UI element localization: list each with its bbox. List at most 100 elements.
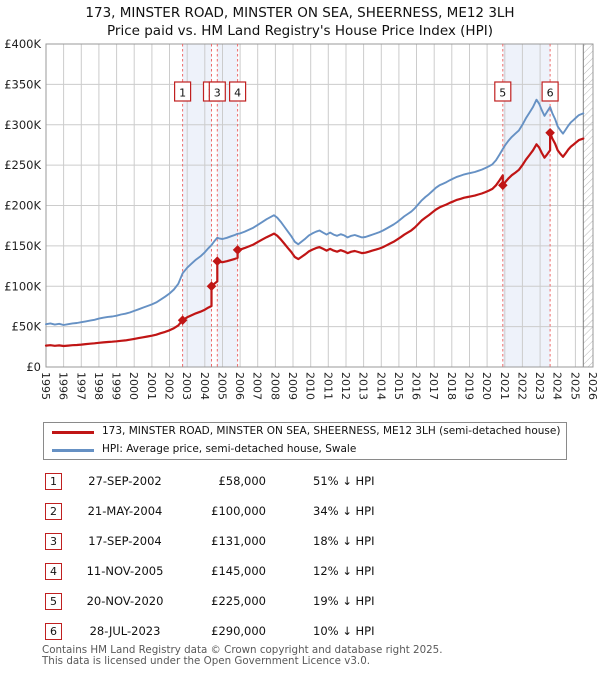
sale-label-box (494, 81, 512, 102)
plot-border (45, 43, 594, 368)
svg-text:2024: 2024 (551, 372, 564, 400)
svg-text:£200K: £200K (4, 199, 41, 213)
sale-row: 5 20-NOV-2020 £225,000 19% ↓ HPI (0, 593, 600, 613)
sale-number-badge: 2 (45, 503, 62, 520)
sale-date: 27-SEP-2002 (88, 474, 162, 488)
svg-text:2016: 2016 (410, 372, 423, 400)
footer-line-2: This data is licensed under the Open Gov… (42, 655, 371, 667)
hpi-line-swatch (52, 449, 94, 452)
svg-text:2017: 2017 (427, 372, 440, 400)
sale-hpi-diff: 18% ↓ HPI (313, 534, 375, 548)
legend-label-price: 173, MINSTER ROAD, MINSTER ON SEA, SHEER… (102, 425, 561, 437)
svg-text:2019: 2019 (463, 372, 476, 400)
sale-row: 6 28-JUL-2023 £290,000 10% ↓ HPI (0, 623, 600, 643)
svg-text:1995: 1995 (39, 372, 52, 400)
sale-label-boxes: 123456 (174, 81, 559, 102)
sale-number-badge: 3 (45, 533, 62, 550)
sale-label-number: 3 (214, 87, 221, 100)
sale-marker (545, 128, 555, 138)
svg-text:2022: 2022 (515, 372, 528, 400)
svg-text:£150K: £150K (4, 239, 41, 253)
svg-text:2015: 2015 (392, 372, 405, 400)
svg-text:2026: 2026 (586, 372, 599, 400)
legend-label-hpi: HPI: Average price, semi-detached house,… (102, 443, 357, 455)
svg-text:£400K: £400K (4, 37, 41, 51)
sale-number-badge: 4 (45, 563, 62, 580)
svg-text:2009: 2009 (286, 372, 299, 400)
svg-text:£300K: £300K (4, 118, 41, 132)
sale-label-number: 6 (547, 87, 554, 100)
svg-text:2000: 2000 (127, 372, 140, 400)
sale-marker (232, 245, 243, 255)
sale-price: £131,000 (211, 534, 266, 548)
svg-text:£100K: £100K (4, 279, 41, 293)
sale-date: 11-NOV-2005 (86, 564, 164, 578)
sale-row: 1 27-SEP-2002 £58,000 51% ↓ HPI (0, 473, 600, 493)
sale-date: 28-JUL-2023 (89, 624, 161, 638)
chart-legend: 173, MINSTER ROAD, MINSTER ON SEA, SHEER… (43, 422, 567, 460)
sale-row: 3 17-SEP-2004 £131,000 18% ↓ HPI (0, 533, 600, 553)
svg-text:2020: 2020 (480, 372, 493, 400)
sale-number-badge: 5 (45, 593, 62, 610)
sale-date: 20-NOV-2020 (86, 594, 164, 608)
legend-row-price: 173, MINSTER ROAD, MINSTER ON SEA, SHEER… (44, 423, 566, 441)
sale-label-box (229, 81, 247, 102)
svg-text:2018: 2018 (445, 372, 458, 400)
chart-subtitle: Price paid vs. HM Land Registry's House … (107, 23, 493, 39)
svg-text:2021: 2021 (498, 372, 511, 400)
sale-hpi-diff: 12% ↓ HPI (313, 564, 375, 578)
svg-text:2007: 2007 (251, 372, 264, 400)
svg-text:£0: £0 (26, 360, 41, 374)
price-line (44, 131, 585, 348)
hpi-line (45, 98, 585, 326)
sale-label-number: 4 (234, 87, 241, 100)
price-line-swatch (52, 431, 94, 434)
sale-hpi-diff: 34% ↓ HPI (313, 504, 375, 518)
svg-text:1998: 1998 (92, 372, 105, 400)
svg-text:2006: 2006 (233, 372, 246, 400)
sale-date: 17-SEP-2004 (88, 534, 162, 548)
svg-text:2008: 2008 (268, 372, 281, 400)
sale-price: £100,000 (211, 504, 266, 518)
svg-text:2012: 2012 (339, 372, 352, 400)
svg-text:1997: 1997 (74, 372, 87, 400)
sale-hpi-diff: 51% ↓ HPI (313, 474, 375, 488)
sale-label-number: 5 (499, 87, 506, 100)
sale-row: 2 21-MAY-2004 £100,000 34% ↓ HPI (0, 503, 600, 523)
price-chart: 123456£400K£350K£300K£250K£200K£150K£100… (4, 37, 599, 400)
y-axis-labels: £400K £350K £300K £250K £200K £150K £100K £50K £… (4, 37, 41, 374)
svg-text:2002: 2002 (163, 372, 176, 400)
sale-date: 21-MAY-2004 (87, 504, 163, 518)
sale-number-badge: 6 (45, 623, 62, 640)
sale-price: £145,000 (211, 564, 266, 578)
chart-title: 173, MINSTER ROAD, MINSTER ON SEA, SHEER… (85, 5, 515, 21)
sale-hpi-diff: 19% ↓ HPI (313, 594, 375, 608)
svg-text:£350K: £350K (4, 77, 41, 91)
svg-text:2013: 2013 (357, 372, 370, 400)
svg-text:2003: 2003 (180, 372, 193, 400)
svg-text:1999: 1999 (110, 372, 123, 400)
svg-text:2023: 2023 (533, 372, 546, 400)
svg-text:2004: 2004 (198, 372, 211, 400)
sale-marker (212, 256, 223, 266)
sale-price: £290,000 (211, 624, 266, 638)
sale-markers (177, 128, 555, 325)
footer-line-1: Contains HM Land Registry data © Crown c… (42, 644, 443, 656)
footer: Contains HM Land Registry data © Crown c… (42, 645, 598, 667)
svg-text:2014: 2014 (374, 372, 387, 400)
sale-marker (498, 180, 508, 191)
sale-number-badge: 1 (45, 473, 62, 490)
svg-text:1996: 1996 (57, 372, 70, 400)
future-hatch (583, 44, 593, 367)
sale-label-box (174, 81, 192, 102)
svg-text:2001: 2001 (145, 372, 158, 400)
x-axis-labels: 1995 1996 1997 1998 1999 2000 2001 2002 2003 2004… (39, 372, 599, 400)
svg-text:£250K: £250K (4, 158, 41, 172)
sale-label-number: 1 (179, 87, 186, 100)
svg-text:2011: 2011 (321, 372, 334, 400)
legend-row-hpi: HPI: Average price, semi-detached house,… (44, 441, 566, 459)
svg-text:2010: 2010 (304, 372, 317, 400)
sale-price: £58,000 (218, 474, 266, 488)
sale-hpi-diff: 10% ↓ HPI (313, 624, 375, 638)
